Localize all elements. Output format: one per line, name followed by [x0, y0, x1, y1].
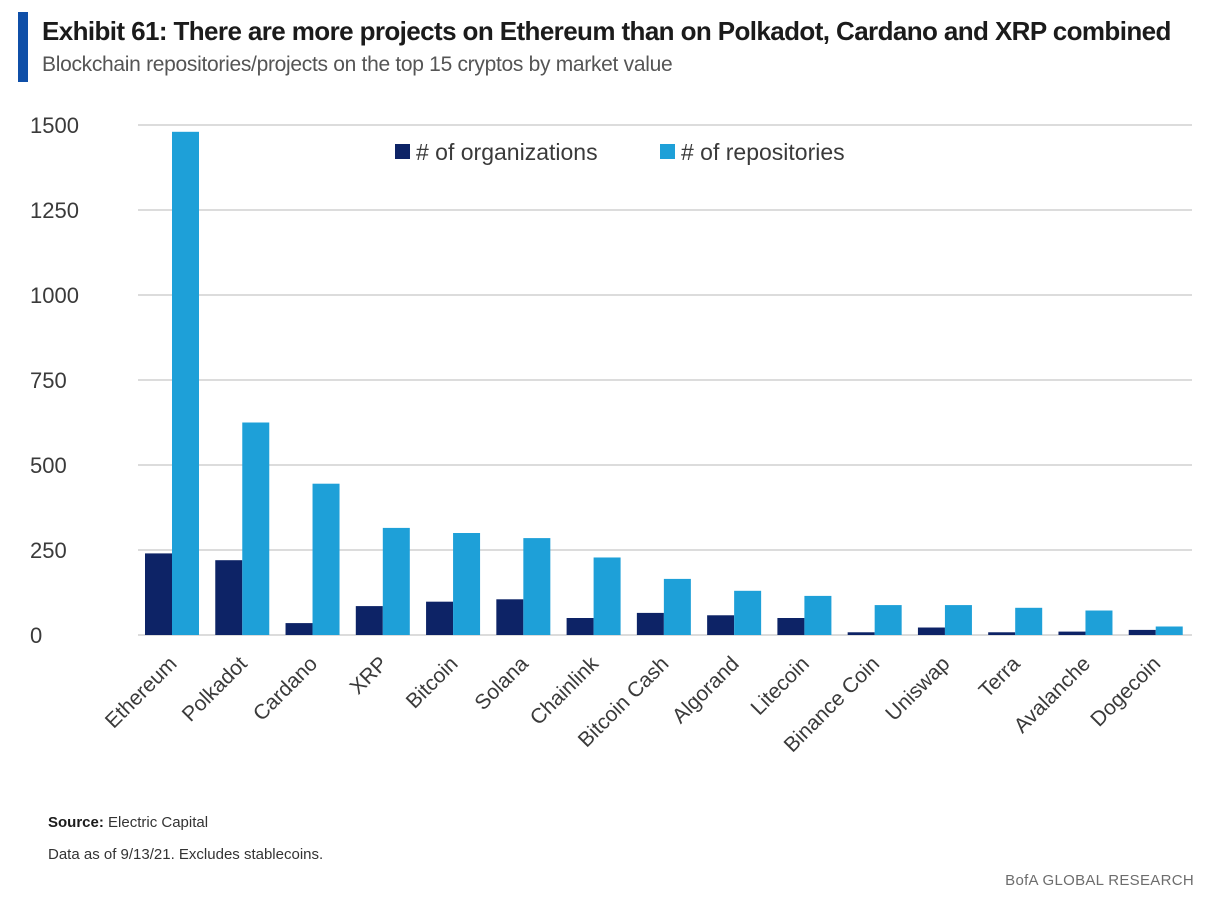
repositories-bar: [663, 578, 691, 635]
organizations-bar: [847, 632, 875, 635]
y-tick-label: 1250: [30, 198, 79, 223]
x-tick-label: XRP: [346, 652, 393, 699]
repositories-bar: [874, 605, 902, 635]
bar-chart: 0 250 500 750 1000 1250 1500 EthereumPolkadotC…: [30, 113, 1192, 757]
y-tick-label: 1500: [30, 113, 79, 138]
y-tick-label: 1000: [30, 283, 79, 308]
legend-swatch: [660, 144, 675, 159]
x-tick-label: Dogecoin: [1086, 652, 1165, 731]
y-tick-label: 0: [30, 623, 42, 648]
x-tick-label: Cardano: [249, 652, 322, 725]
repositories-bar: [312, 483, 340, 635]
organizations-bar: [988, 632, 1016, 635]
x-tick-label: Solana: [470, 652, 533, 715]
y-axis-tick-labels: 0 250 500 750 1000 1250 1500: [30, 113, 79, 648]
chart-title: Exhibit 61: There are more projects on E…: [42, 16, 1171, 46]
legend: # of organizations # of repositories: [395, 139, 845, 165]
repositories-bar: [382, 527, 410, 635]
repositories-bar: [944, 605, 972, 635]
repositories-bar: [1015, 607, 1043, 635]
y-tick-label: 500: [30, 453, 67, 478]
x-tick-label: Terra: [975, 652, 1025, 702]
repositories-bar: [1155, 626, 1183, 635]
x-tick-label: Litecoin: [746, 652, 813, 719]
repositories-bar: [242, 422, 270, 635]
organizations-bar: [426, 601, 454, 635]
accent-bar: [18, 12, 28, 82]
source-label: Source:: [48, 814, 104, 831]
organizations-bar: [566, 618, 594, 635]
grid-lines: [138, 124, 1192, 636]
legend-label: # of organizations: [416, 139, 598, 165]
organizations-bar: [917, 627, 945, 635]
chart-subtitle: Blockchain repositories/projects on the …: [42, 53, 673, 76]
organizations-bar: [777, 618, 805, 635]
data-note: Data as of 9/13/21. Excludes stablecoins…: [48, 846, 324, 863]
x-tick-label: Bitcoin: [402, 652, 463, 713]
repositories-bar: [804, 595, 832, 635]
bars: [145, 131, 1183, 636]
organizations-bar: [707, 615, 735, 635]
repositories-bar: [593, 557, 621, 635]
organizations-bar: [636, 612, 664, 635]
organizations-bar: [355, 606, 383, 635]
organizations-bar: [1128, 629, 1156, 635]
x-tick-label: Ethereum: [101, 652, 182, 733]
legend-swatch: [395, 144, 410, 159]
x-tick-label: Polkadot: [178, 652, 252, 726]
repositories-bar: [523, 538, 551, 635]
repositories-bar: [453, 533, 481, 635]
x-tick-label: Uniswap: [881, 652, 954, 725]
x-tick-label: Algorand: [668, 652, 744, 728]
organizations-bar: [1058, 631, 1086, 635]
organizations-bar: [285, 623, 313, 635]
organizations-bar: [215, 560, 243, 635]
source-value: Electric Capital: [108, 814, 209, 831]
legend-label: # of repositories: [681, 139, 845, 165]
organizations-bar: [145, 553, 172, 635]
repositories-bar: [734, 590, 762, 635]
source-line: Source: Electric Capital: [48, 814, 208, 831]
brand-label: BofA GLOBAL RESEARCH: [1005, 872, 1194, 889]
y-tick-label: 250: [30, 538, 67, 563]
y-tick-label: 750: [30, 368, 67, 393]
repositories-bar: [1085, 610, 1113, 635]
repositories-bar: [172, 131, 199, 636]
x-tick-label: Avalanche: [1010, 652, 1095, 737]
organizations-bar: [496, 599, 524, 635]
